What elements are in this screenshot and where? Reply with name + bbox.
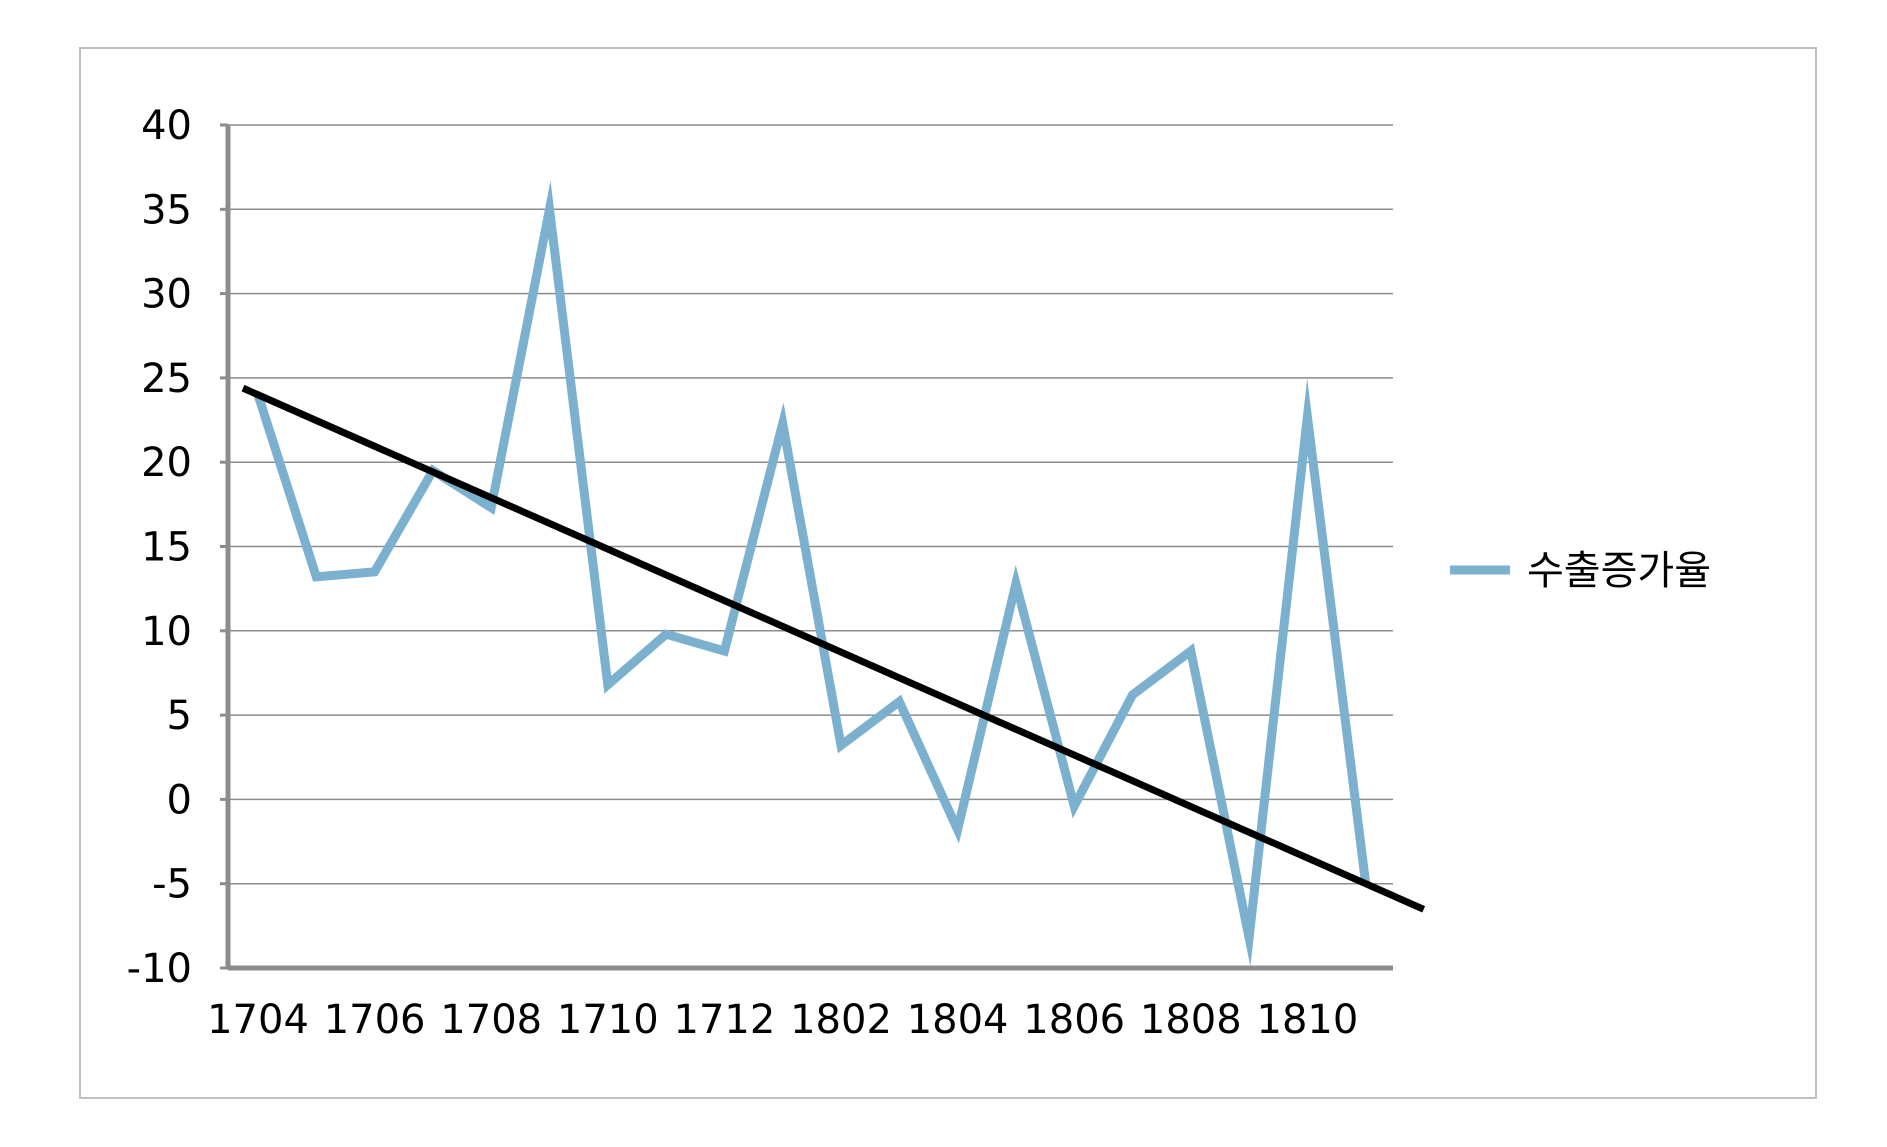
y-tick-label: 5: [167, 693, 192, 739]
y-tick-label: 0: [167, 777, 192, 823]
x-tick-label: 1706: [324, 997, 426, 1043]
series-layer: [253, 180, 1371, 967]
x-tick-label: 1802: [790, 997, 892, 1043]
x-tick-labels: 1704 1706 1708 1710 1712 1802 1804 1806 1808 1810: [207, 997, 1358, 1043]
y-tick-labels: 40 35 30 25 20 15 10 5 0 -5 -10: [127, 103, 192, 992]
x-tick-label: 1710: [557, 997, 659, 1043]
trendline-layer: [241, 384, 1426, 913]
y-tick-label: 40: [141, 103, 192, 149]
y-tick-label: -10: [127, 946, 192, 992]
y-tick-label: 35: [141, 187, 192, 233]
legend-label: 수출증가율: [1527, 548, 1711, 594]
x-tick-label: 1806: [1023, 997, 1125, 1043]
series-line: [253, 180, 1371, 967]
x-tick-label: 1804: [907, 997, 1009, 1043]
x-tick-label: 1810: [1257, 997, 1359, 1043]
x-tick-label: 1704: [207, 997, 309, 1043]
gridlines: [228, 124, 1393, 885]
axes: [220, 123, 1393, 971]
y-tick-label: 20: [141, 440, 192, 486]
y-tick-label: 15: [141, 525, 192, 571]
x-tick-label: 1712: [674, 997, 776, 1043]
y-tick-label: 25: [141, 356, 192, 402]
y-tick-label: -5: [152, 862, 192, 908]
legend: 수출증가율: [1450, 548, 1711, 594]
y-tick-label: 10: [141, 609, 192, 655]
x-tick-label: 1708: [440, 997, 542, 1043]
x-tick-label: 1808: [1140, 997, 1242, 1043]
y-tick-label: 30: [141, 272, 192, 318]
trendline: [241, 384, 1426, 913]
